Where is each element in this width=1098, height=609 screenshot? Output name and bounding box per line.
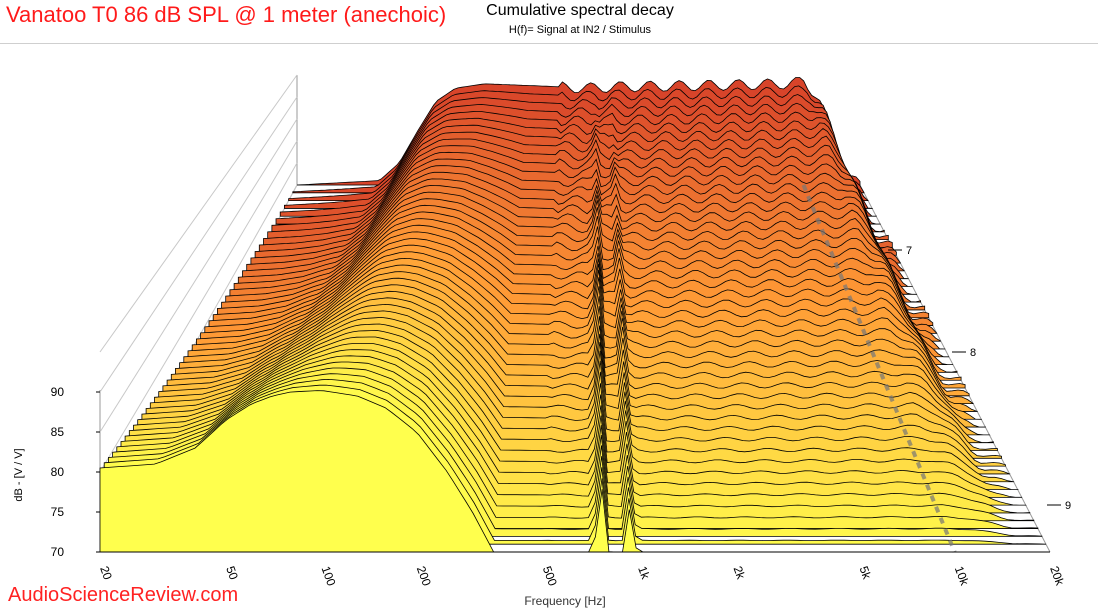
x-tick-label: 50	[223, 564, 241, 582]
y-tick-label: 75	[51, 505, 65, 519]
x-tick-label: 5k	[857, 564, 875, 582]
wall-gridline	[99, 96, 298, 393]
x-tick-label: 20k	[1047, 564, 1067, 588]
y-axis-label: dB - [V / V]	[13, 448, 25, 501]
chart-subtitle: H(f)= Signal at IN2 / Stimulus	[508, 24, 652, 36]
time-tick-label: 9	[1065, 500, 1071, 512]
x-tick-label: 500	[540, 564, 560, 588]
x-axis-label: Frequency [Hz]	[524, 594, 605, 608]
x-tick-label: 20	[97, 564, 115, 582]
chart-title: Cumulative spectral decay	[486, 2, 674, 19]
x-tick-label: 10k	[952, 564, 972, 588]
wall-gridline	[99, 74, 298, 353]
x-tick-label: 2k	[731, 564, 749, 582]
y-tick-label: 70	[51, 545, 65, 559]
time-tick-label: 7	[906, 245, 912, 257]
title-separator	[0, 43, 1098, 44]
x-tick-label: 1k	[635, 564, 653, 582]
site-watermark: AudioScienceReview.com	[8, 584, 239, 606]
chart-owner-title: Vanatoo T0 86 dB SPL @ 1 meter (anechoic…	[6, 2, 447, 27]
time-tick-label: 8	[970, 347, 976, 359]
x-tick-label: 100	[319, 564, 339, 588]
wall-gridline	[99, 140, 298, 473]
y-tick-label: 85	[51, 425, 65, 439]
y-tick-label: 90	[51, 385, 65, 399]
wall-gridline	[99, 118, 298, 433]
x-tick-label: 200	[414, 564, 434, 588]
y-tick-label: 80	[51, 465, 65, 479]
